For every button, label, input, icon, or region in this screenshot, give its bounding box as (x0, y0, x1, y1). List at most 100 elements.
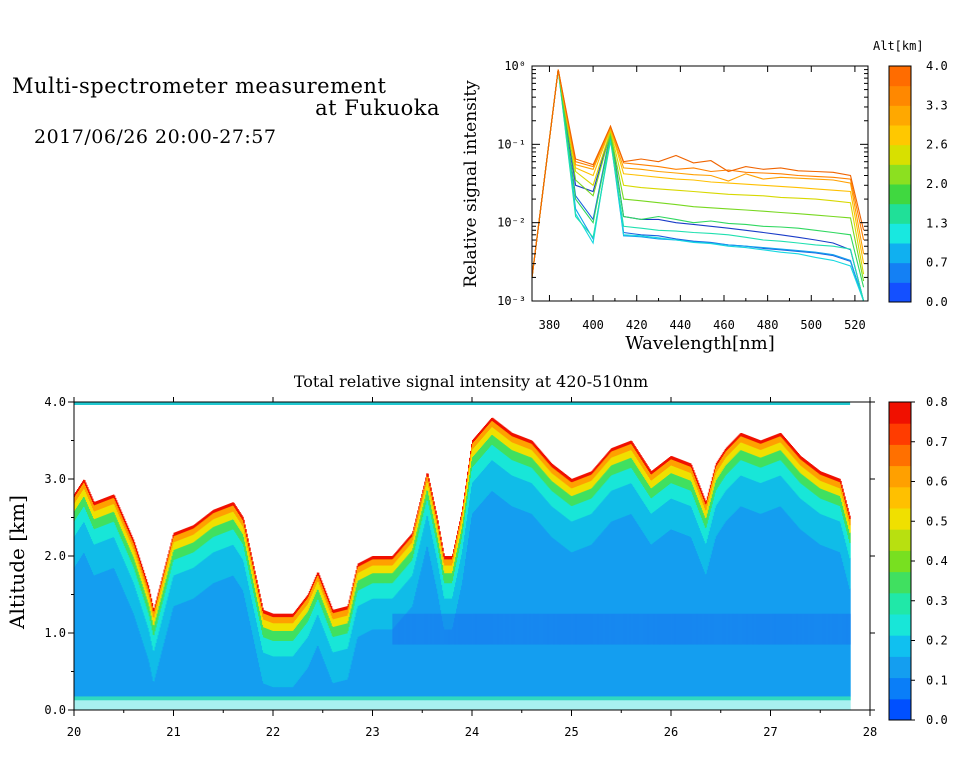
heatmap-cell (437, 547, 439, 563)
heatmap-cell (186, 527, 189, 532)
heatmap-cell (270, 639, 272, 656)
heatmap-cell (80, 492, 83, 501)
heatmap-cell (489, 422, 492, 429)
heatmap-cell (388, 598, 391, 630)
heatmap-cell (305, 699, 308, 710)
heatmap-cell (351, 699, 354, 710)
heatmap-cell (76, 492, 79, 499)
heatmap-cell (469, 530, 471, 697)
heatmap-cell (244, 696, 246, 701)
heatmap-cell (410, 537, 412, 545)
heatmap-cell (243, 519, 245, 524)
heatmap-cell (175, 531, 178, 536)
heatmap-cell (470, 477, 472, 494)
heatmap-cell (312, 584, 315, 592)
heatmap-cell (446, 556, 448, 560)
heatmap-cell (378, 629, 381, 697)
heatmap-cell (208, 696, 210, 701)
heatmap-cell (389, 556, 392, 560)
heatmap-cell (90, 569, 93, 697)
heatmap-cell (578, 696, 581, 701)
heatmap-cell (241, 557, 243, 589)
heatmap-cell (410, 607, 412, 697)
heatmap-cell (236, 524, 238, 535)
heatmap-cell (76, 505, 79, 517)
heatmap-cell (160, 590, 163, 599)
heatmap-cell (408, 536, 410, 541)
heatmap-cell (227, 699, 229, 710)
heatmap-cell (330, 696, 333, 701)
heatmap-cell (390, 556, 393, 560)
heatmap-cell (231, 696, 233, 701)
heatmap-cell (203, 699, 205, 710)
heatmap-cell (108, 523, 111, 539)
heatmap-cell (400, 555, 402, 564)
heatmap-cell (480, 432, 483, 440)
heatmap-cell (568, 519, 571, 551)
heatmap-cell (499, 696, 502, 701)
heatmap-cell (388, 572, 391, 584)
heatmap-cell (532, 613, 535, 645)
heatmap-cell (137, 563, 140, 572)
heatmap-cell (348, 696, 351, 701)
heatmap-cell (247, 580, 249, 612)
heatmap-cell (114, 507, 117, 516)
heatmap-cell (316, 699, 319, 710)
heatmap-cell (287, 613, 290, 618)
date-range: 2017/06/26 20:00-27:57 (34, 126, 277, 148)
heatmap-cell (404, 568, 406, 585)
heatmap-cell (223, 548, 225, 580)
heatmap-cell (124, 520, 127, 525)
heatmap-cell (343, 616, 346, 625)
heatmap-cell (124, 594, 127, 697)
heatmap-cell (414, 531, 416, 540)
heatmap-cell (341, 624, 344, 635)
heatmap-cell (211, 584, 213, 697)
heatmap-cell (489, 613, 492, 645)
heatmap-cell (571, 481, 574, 489)
heatmap-cell (374, 699, 377, 710)
heatmap-cell (321, 599, 324, 611)
heatmap-cell (176, 558, 179, 575)
heatmap-cell (209, 515, 211, 523)
heatmap-cell (367, 567, 370, 576)
heatmap-cell (539, 492, 542, 524)
heatmap-cell (385, 699, 388, 710)
heatmap-cell (204, 525, 206, 534)
heatmap-cell (262, 634, 264, 651)
heatmap-cell (466, 696, 468, 701)
heatmap-cell (265, 620, 267, 629)
heatmap-cell (435, 613, 437, 645)
heatmap-cell (267, 620, 269, 629)
heatmap-cell (117, 504, 120, 509)
heatmap-cell (546, 699, 549, 710)
heatmap-cell (109, 699, 112, 710)
heatmap-cell (482, 613, 485, 645)
heatmap-cell (500, 696, 503, 701)
heatmap-cell (425, 486, 427, 495)
heatmap-cell (216, 511, 218, 518)
heatmap-cell (267, 653, 269, 686)
heatmap-cell (479, 457, 482, 474)
heatmap-cell (356, 568, 359, 576)
heatmap-cell (558, 478, 561, 487)
heatmap-cell (365, 562, 368, 569)
heatmap-cell (143, 599, 146, 616)
heatmap-cell (326, 605, 329, 614)
heatmap-cell (84, 485, 87, 493)
heatmap-cell (362, 570, 365, 579)
heatmap-cell (471, 696, 473, 701)
heatmap-cell (435, 696, 437, 701)
heatmap-cell (518, 435, 521, 440)
heatmap-cell (429, 499, 431, 511)
heatmap-cell (530, 513, 533, 697)
heatmap-cell (340, 634, 343, 651)
heatmap-cell (528, 512, 531, 697)
heatmap-cell (506, 471, 509, 503)
heatmap-cell (266, 638, 268, 654)
heatmap-cell (500, 451, 503, 468)
heatmap-cell (81, 490, 84, 499)
heatmap-cell (96, 543, 99, 575)
heatmap-cell (362, 577, 365, 589)
heatmap-cell (302, 603, 305, 610)
